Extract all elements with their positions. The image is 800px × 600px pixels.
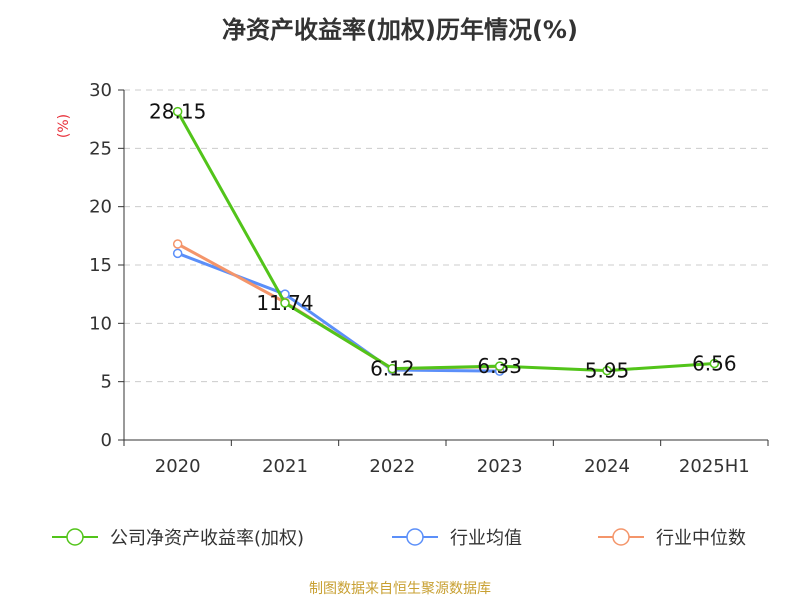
legend-swatch-marker	[66, 528, 84, 546]
x-tick-label: 2024	[584, 456, 630, 477]
data-label: 6.56	[692, 351, 737, 375]
data-point	[387, 363, 398, 374]
y-tick-label: 20	[89, 197, 112, 218]
series-line	[176, 242, 500, 371]
legend-swatch-marker	[612, 528, 630, 546]
y-tick-label: 15	[89, 255, 112, 276]
data-point	[709, 358, 720, 369]
data-point	[172, 106, 183, 117]
series-line	[176, 110, 715, 373]
data-point	[494, 361, 505, 371]
y-tick-label: 5	[101, 372, 112, 393]
data-point	[172, 239, 183, 249]
x-tick-label: 2023	[477, 456, 523, 477]
data-point	[602, 365, 612, 376]
y-axis-label: (%)	[56, 114, 72, 138]
y-tick-label: 10	[89, 313, 112, 334]
x-tick-label: 2021	[262, 456, 308, 477]
legend-swatch-marker	[406, 528, 424, 546]
legend-label: 行业中位数	[656, 528, 746, 549]
y-tick-label: 25	[89, 138, 112, 159]
x-tick-label: 2025H1	[679, 456, 750, 477]
x-tick-label: 2022	[369, 456, 415, 477]
data-label: 6.33	[477, 354, 522, 378]
y-tick-label: 30	[89, 80, 112, 101]
data-label: 5.95	[585, 359, 630, 383]
x-tick-label: 2020	[155, 456, 201, 477]
y-tick-label: 0	[101, 430, 112, 451]
data-point	[280, 298, 290, 308]
data-point	[172, 248, 183, 259]
legend-label: 行业均值	[450, 528, 522, 549]
chart-title: 净资产收益率(加权)历年情况(%)	[222, 16, 578, 44]
legend-label: 公司净资产收益率(加权)	[110, 528, 304, 549]
data-label: 11.74	[256, 291, 313, 315]
data-label: 28.15	[149, 100, 206, 124]
source-note: 制图数据来自恒生聚源数据库	[309, 581, 491, 597]
data-label: 6.12	[370, 357, 415, 381]
